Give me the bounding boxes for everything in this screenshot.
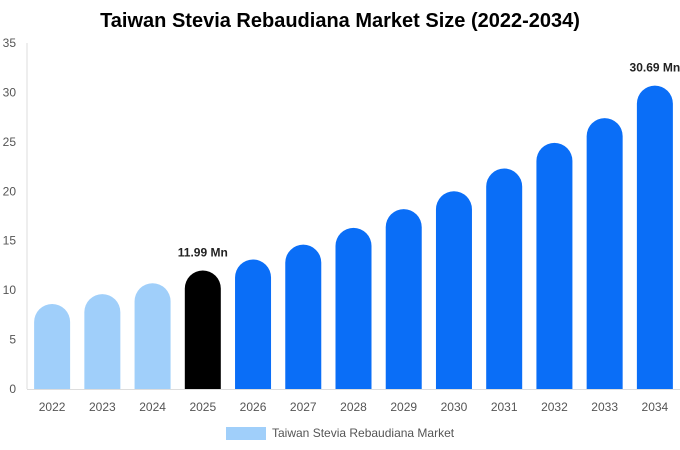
x-tick-label: 2026 bbox=[240, 400, 267, 414]
x-tick-label: 2022 bbox=[39, 400, 66, 414]
x-tick-label: 2029 bbox=[390, 400, 417, 414]
legend-label[interactable]: Taiwan Stevia Rebaudiana Market bbox=[272, 426, 455, 440]
bars bbox=[34, 85, 673, 390]
x-tick-label: 2024 bbox=[139, 400, 166, 414]
bar-2026[interactable] bbox=[235, 259, 272, 389]
bar-2033[interactable] bbox=[586, 118, 623, 389]
data-labels: 11.99 Mn 30.69 Mn bbox=[178, 61, 680, 260]
chart-title: Taiwan Stevia Rebaudiana Market Size (20… bbox=[100, 10, 580, 32]
x-tick-label: 2027 bbox=[290, 400, 317, 414]
bar-2025[interactable] bbox=[184, 270, 221, 389]
x-tick-label: 2025 bbox=[189, 400, 216, 414]
x-tick-label: 2030 bbox=[441, 400, 468, 414]
y-tick-label: 30 bbox=[3, 85, 17, 99]
bar-2024[interactable] bbox=[134, 283, 171, 389]
bar-2031[interactable] bbox=[486, 168, 523, 389]
data-label: 11.99 Mn bbox=[178, 245, 228, 259]
data-label: 30.69 Mn bbox=[630, 61, 680, 75]
legend-swatch[interactable] bbox=[226, 427, 266, 440]
x-tick-label: 2028 bbox=[340, 400, 367, 414]
y-tick-label: 35 bbox=[3, 36, 17, 50]
bar-2034[interactable] bbox=[636, 85, 673, 390]
y-tick-label: 20 bbox=[3, 184, 17, 198]
legend[interactable]: Taiwan Stevia Rebaudiana Market bbox=[226, 426, 455, 440]
y-tick-label: 25 bbox=[3, 135, 17, 149]
x-tick-label: 2034 bbox=[642, 400, 669, 414]
x-tick-label: 2032 bbox=[541, 400, 568, 414]
x-axis: 2022 2023 2024 2025 2026 2027 2028 2029 2030 2031… bbox=[27, 389, 680, 414]
y-tick-label: 15 bbox=[3, 234, 17, 248]
bar-2022[interactable] bbox=[34, 303, 71, 389]
bar-2029[interactable] bbox=[385, 209, 422, 389]
bar-2032[interactable] bbox=[536, 142, 573, 389]
x-tick-label: 2031 bbox=[491, 400, 518, 414]
x-tick-label: 2023 bbox=[89, 400, 116, 414]
bar-2027[interactable] bbox=[285, 244, 322, 389]
bar-2030[interactable] bbox=[435, 191, 472, 389]
bar-2028[interactable] bbox=[335, 227, 372, 389]
y-tick-label: 5 bbox=[9, 333, 16, 347]
bar-2023[interactable] bbox=[84, 294, 121, 389]
x-tick-label: 2033 bbox=[591, 400, 618, 414]
y-axis: 0 5 10 15 20 25 30 35 bbox=[3, 36, 28, 396]
y-tick-label: 10 bbox=[3, 283, 17, 297]
y-tick-label: 0 bbox=[9, 382, 16, 396]
